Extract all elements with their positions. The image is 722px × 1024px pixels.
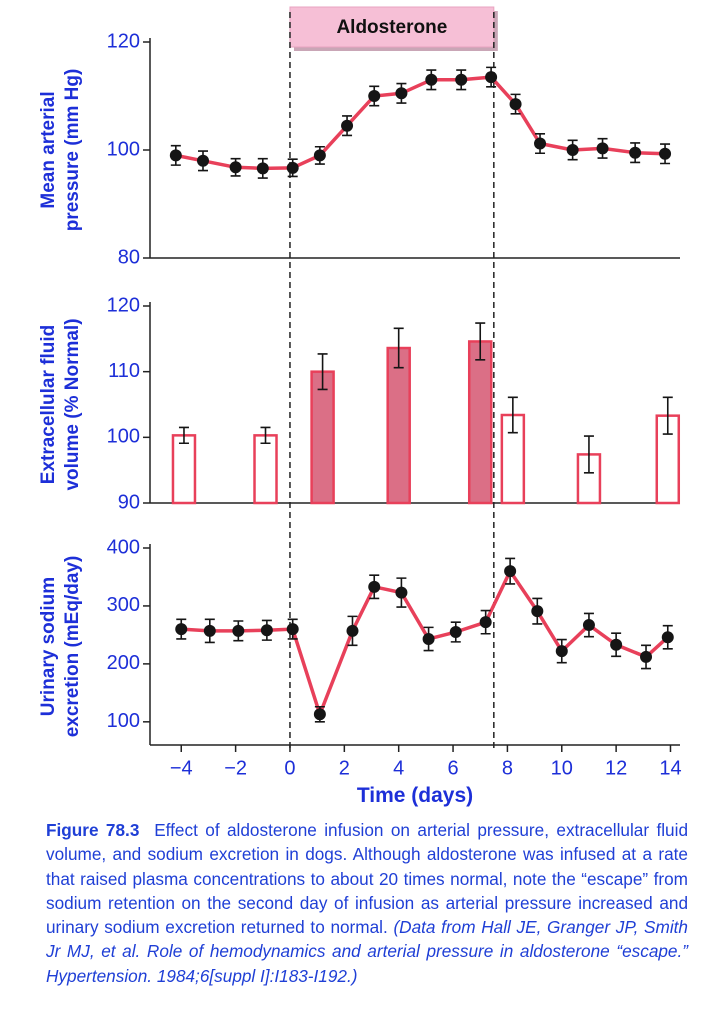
data-point	[531, 605, 544, 618]
bar	[386, 346, 411, 505]
y-axis-label-line: pressure (mm Hg)	[62, 69, 83, 232]
x-tick-label: 8	[502, 757, 513, 779]
x-axis-label: Time (days)	[357, 784, 473, 807]
y-tick-label: 200	[107, 652, 140, 674]
data-point	[610, 638, 623, 651]
caption-text: Effect of aldosterone infusion on arteri…	[46, 820, 688, 938]
data-point	[313, 149, 326, 162]
y-tick-label: 120	[107, 30, 140, 52]
x-tick-label: 2	[339, 757, 350, 779]
data-point	[203, 624, 216, 637]
bar	[253, 434, 278, 505]
data-point	[555, 645, 568, 658]
error-bar	[393, 327, 404, 369]
y-axis-label-line: Mean arterial	[38, 91, 59, 208]
data-point	[232, 624, 245, 637]
y-tick-label: 90	[118, 491, 140, 513]
data-point	[175, 623, 188, 636]
y-tick-label: 80	[118, 246, 140, 268]
error-bar	[662, 396, 673, 435]
data-point	[582, 619, 595, 632]
y-axis-label-line: Extracellular fluid	[38, 325, 59, 484]
figure-label: Figure 78.3	[46, 820, 140, 840]
data-point	[485, 71, 498, 84]
y-axis-label: Extracellular fluid volume (% Normal)	[38, 318, 83, 490]
y-axis-label: Mean arterial pressure (mm Hg)	[38, 69, 83, 232]
data-point	[368, 90, 381, 102]
x-tick-label: −2	[224, 757, 247, 779]
y-tick-label: 300	[107, 594, 140, 616]
caption: Figure 78.3 Effect of aldosterone infusi…	[46, 818, 688, 988]
data-point	[395, 87, 408, 100]
data-point	[422, 632, 435, 645]
x-tick-label: −4	[170, 757, 193, 779]
data-point	[229, 161, 242, 174]
y-tick-label: 100	[107, 138, 140, 160]
annotation-box	[289, 6, 495, 48]
data-point	[640, 650, 653, 663]
data-point	[659, 147, 672, 160]
bar	[171, 434, 197, 505]
error-bar	[507, 396, 518, 434]
error-bar	[583, 435, 594, 474]
data-point	[313, 708, 326, 721]
data-point	[534, 137, 547, 150]
y-tick-label: 120	[107, 294, 140, 316]
citation: (Data from Hall JE, Granger JP, Smith Jr…	[46, 917, 688, 986]
data-line	[175, 75, 666, 171]
data-point	[509, 98, 522, 111]
data-point	[197, 154, 209, 167]
x-tick-label: 12	[605, 757, 627, 779]
y-tick-label: 110	[108, 360, 140, 382]
data-point	[346, 624, 359, 637]
y-axis-label-line: excretion (mEq/day)	[62, 556, 83, 738]
data-point	[504, 565, 517, 578]
bar	[310, 370, 335, 505]
data-point	[425, 73, 438, 86]
data-point	[661, 631, 674, 644]
y-axis-label-line: volume (% Normal)	[62, 318, 83, 490]
x-tick-label: 0	[284, 757, 295, 779]
y-tick-label: 100	[107, 426, 140, 448]
data-point	[368, 580, 381, 593]
error-bar	[475, 322, 486, 361]
data-point	[286, 623, 299, 636]
annotation-label: Aldosterone	[336, 17, 447, 38]
data-point	[256, 162, 269, 175]
y-axis-label-line: Urinary sodium	[38, 577, 59, 716]
y-tick-label: 400	[107, 536, 140, 558]
data-point	[286, 161, 299, 174]
y-axis-label: Urinary sodium excretion (mEq/day)	[38, 556, 83, 738]
data-point	[596, 142, 609, 155]
x-tick-label: 6	[447, 757, 458, 779]
data-point	[629, 146, 642, 159]
data-point	[455, 73, 468, 86]
data-point	[395, 586, 408, 599]
error-bar	[178, 426, 189, 445]
error-bar	[260, 426, 271, 445]
y-tick-label: 100	[107, 710, 140, 732]
x-tick-label: 10	[551, 757, 573, 779]
bar	[467, 340, 493, 505]
data-point	[479, 616, 492, 629]
data-point	[566, 144, 579, 156]
x-tick-label: 4	[393, 757, 404, 779]
error-bar	[317, 353, 328, 391]
data-point	[341, 119, 354, 132]
data-point	[260, 624, 273, 637]
data-point	[449, 626, 462, 639]
data-point	[169, 149, 182, 162]
x-tick-label: 14	[659, 757, 681, 779]
